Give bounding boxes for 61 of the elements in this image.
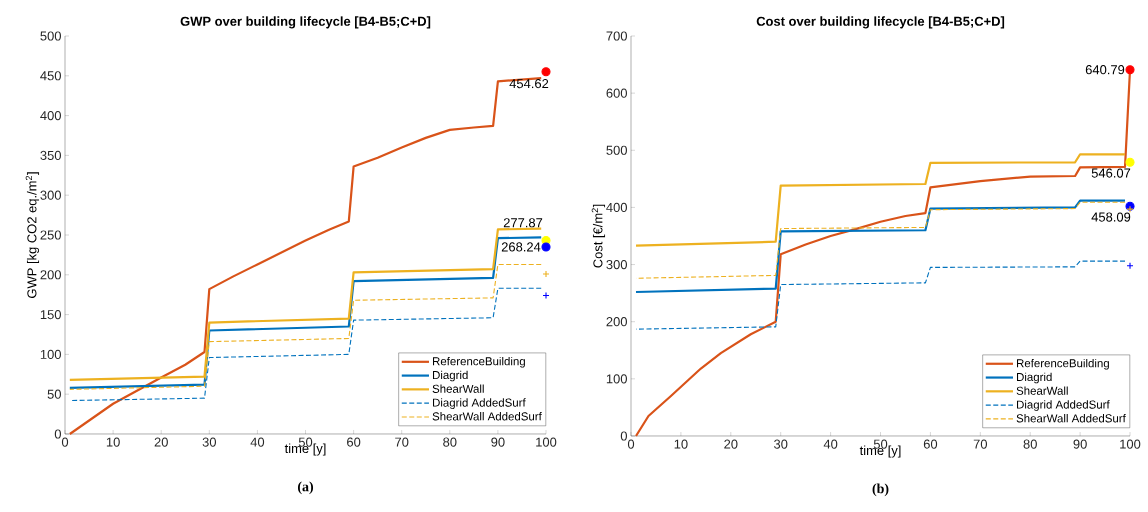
- y-tick-label: 500: [606, 145, 627, 155]
- y-tick-label: 700: [606, 31, 627, 41]
- legend-label: ReferenceBuilding: [1017, 358, 1109, 370]
- annotation: 277.87: [503, 218, 543, 228]
- text: (a): [297, 481, 314, 495]
- y-tick-label: 0: [54, 429, 61, 439]
- annotation: 458.09: [1091, 212, 1131, 222]
- legend-label: ShearWall AddedSurf: [1016, 414, 1126, 423]
- x-tick-label: 70: [395, 437, 409, 447]
- x-tick-label: 10: [106, 437, 120, 447]
- x-tick-label: 30: [202, 437, 217, 447]
- y-tick-label: 600: [606, 88, 627, 98]
- legend-label: ShearWall: [1016, 386, 1068, 395]
- legend-label: Diagrid AddedSurf: [1017, 400, 1110, 411]
- x-tick-label: 60: [923, 439, 938, 449]
- x-tick-label: 0: [61, 437, 69, 447]
- legend-label: Diagrid: [1017, 372, 1052, 384]
- y-tick-label: 300: [606, 259, 627, 270]
- annotation: 640.79: [1085, 65, 1125, 75]
- legend-label: ShearWall: [432, 384, 484, 393]
- x-tick-label: 100: [536, 437, 557, 447]
- point: [1126, 262, 1134, 270]
- y-axis-title: Cost [€/m$^{2}$]: [591, 204, 606, 268]
- annotation: 268.24: [501, 242, 541, 252]
- chart-title: GWP over building lifecycle [B4-B5;C+D]: [180, 16, 431, 29]
- x-tick-label: 60: [347, 437, 361, 447]
- x-tick-label: 20: [724, 439, 738, 449]
- legend-label: Diagrid AddedSurf: [433, 398, 526, 409]
- x-tick-label: 20: [154, 437, 168, 447]
- y-tick-label: 50: [47, 389, 61, 399]
- x-tick-label: 40: [823, 439, 838, 449]
- legend-label: ShearWall AddedSurf: [432, 412, 542, 421]
- text: (b): [872, 483, 889, 497]
- y-tick-label: 150: [40, 310, 61, 320]
- y-tick-label: 450: [40, 71, 61, 81]
- y-tick-label: 350: [40, 150, 61, 160]
- y-tick-label: 200: [606, 317, 627, 327]
- legend-label: ReferenceBuilding: [433, 356, 525, 368]
- chart-title: Cost over building lifecycle [B4-B5;C+D]: [756, 16, 1005, 29]
- x-tick-label: 10: [674, 439, 688, 449]
- x-tick-label: 90: [1073, 439, 1087, 449]
- legend-label: Diagrid: [433, 370, 468, 382]
- x-tick-label: 40: [250, 437, 265, 447]
- y-tick-label: 250: [40, 230, 61, 240]
- annotation: 454.62: [509, 79, 549, 89]
- y-tick-label: 200: [40, 270, 61, 280]
- y-axis-title: GWP [kg CO2 eq./m$^{2}$]: [25, 172, 40, 298]
- y-tick-label: 400: [40, 111, 61, 121]
- x-tick-label: 70: [973, 439, 988, 449]
- y-tick-label: 100: [40, 349, 61, 359]
- y-tick-label: 500: [40, 31, 61, 41]
- y-tick-label: 100: [606, 374, 627, 384]
- annotation: 546.07: [1091, 168, 1131, 178]
- x-tick-label: 80: [443, 437, 457, 447]
- y-tick-label: 400: [606, 202, 627, 212]
- x-tick-label: 80: [1023, 439, 1037, 449]
- x-tick-label: 0: [627, 439, 635, 449]
- y-tick-label: 300: [40, 190, 61, 200]
- x-tick-label: 30: [774, 439, 788, 449]
- x-tick-label: 100: [1120, 439, 1141, 449]
- x-tick-label: 90: [491, 437, 505, 447]
